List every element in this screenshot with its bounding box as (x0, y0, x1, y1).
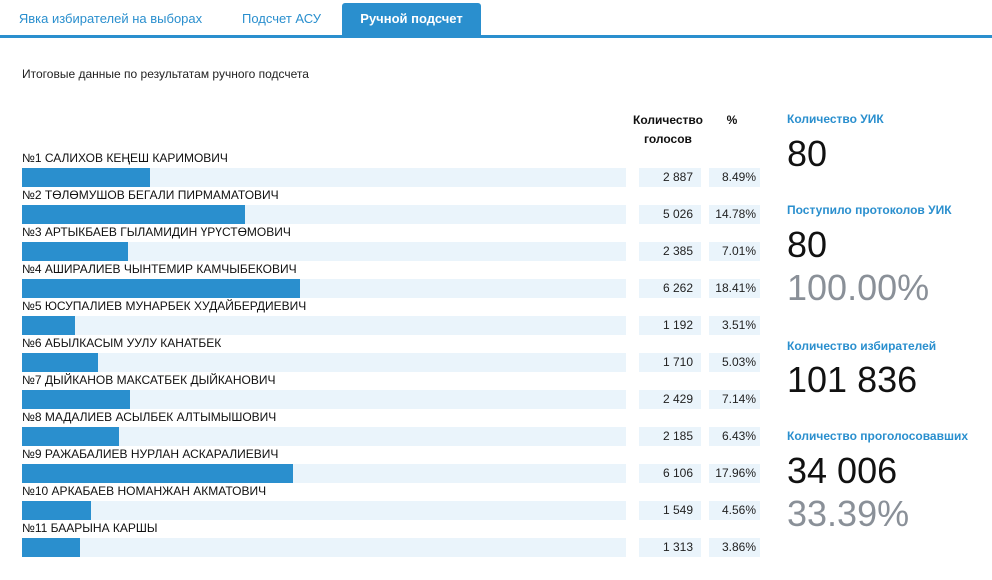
vote-bar-track (22, 501, 626, 520)
candidate-votes: 5 026 (639, 205, 701, 224)
vote-bar-fill (22, 501, 91, 520)
vote-bar-fill (22, 316, 75, 335)
candidate-row: №5 ЮСУПАЛИЕВ МУНАРБЕК ХУДАЙБЕРДИЕВИЧ 1 1… (0, 299, 770, 336)
protocols-label: Поступило протоколов УИК (787, 203, 952, 217)
candidate-row: №1 САЛИХОВ КЕҢЕШ КАРИМОВИЧ 2 887 8.49% (0, 151, 770, 188)
candidate-name: №4 АШИРАЛИЕВ ЧЫНТЕМИР КАМЧЫБЕКОВИЧ (22, 262, 297, 276)
candidate-percent: 17.96% (709, 464, 760, 483)
candidate-row: №8 МАДАЛИЕВ АСЫЛБЕК АЛТЫМЫШОВИЧ 2 185 6.… (0, 410, 770, 447)
vote-bar-track (22, 168, 626, 187)
voters-value: 101 836 (787, 359, 918, 400)
vote-bar-fill (22, 279, 300, 298)
candidate-percent: 6.43% (709, 427, 760, 446)
vote-bar-fill (22, 205, 245, 224)
candidate-votes: 6 262 (639, 279, 701, 298)
vote-bar-track (22, 464, 626, 483)
candidate-row: №11 БААРЫНА КАРШЫ 1 313 3.86% (0, 521, 770, 558)
candidate-percent: 7.14% (709, 390, 760, 409)
candidate-percent: 7.01% (709, 242, 760, 261)
candidate-name: №6 АБЫЛКАСЫМ УУЛУ КАНАТБЕК (22, 336, 222, 350)
uik-count-value: 80 (787, 133, 828, 174)
votes-header-line1: Количество (633, 113, 703, 127)
vote-bar-track (22, 242, 626, 261)
vote-bar-fill (22, 390, 130, 409)
vote-bar-track (22, 538, 626, 557)
tab-bar: Явка избирателей на выборах Подсчет АСУ … (0, 0, 992, 38)
candidate-name: №11 БААРЫНА КАРШЫ (22, 521, 158, 535)
vote-bar-fill (22, 242, 128, 261)
candidate-votes: 6 106 (639, 464, 701, 483)
vote-bar-fill (22, 427, 119, 446)
candidate-votes: 2 429 (639, 390, 701, 409)
votes-column-header: Количество голосов (628, 111, 708, 149)
candidate-percent: 3.51% (709, 316, 760, 335)
candidate-votes: 2 887 (639, 168, 701, 187)
vote-bar-fill (22, 168, 150, 187)
protocols-value: 80 (787, 224, 828, 265)
vote-bar-fill (22, 353, 98, 372)
candidate-votes: 1 549 (639, 501, 701, 520)
candidate-name: №5 ЮСУПАЛИЕВ МУНАРБЕК ХУДАЙБЕРДИЕВИЧ (22, 299, 307, 313)
candidate-votes: 2 385 (639, 242, 701, 261)
candidate-row: №9 РАЖАБАЛИЕВ НУРЛАН АСКАРАЛИЕВИЧ 6 106 … (0, 447, 770, 484)
candidate-percent: 4.56% (709, 501, 760, 520)
candidate-votes: 1 313 (639, 538, 701, 557)
candidate-name: №7 ДЫЙКАНОВ МАКСАТБЕК ДЫЙКАНОВИЧ (22, 373, 276, 387)
candidate-name: №3 АРТЫКБАЕВ ГЫЛАМИДИН ҮРҮСТӨМОВИЧ (22, 225, 291, 239)
percent-column-header: % (726, 113, 738, 127)
candidate-votes: 1 192 (639, 316, 701, 335)
candidate-row: №4 АШИРАЛИЕВ ЧЫНТЕМИР КАМЧЫБЕКОВИЧ 6 262… (0, 262, 770, 299)
vote-bar-fill (22, 538, 80, 557)
candidate-row: №10 АРКАБАЕВ НОМАНЖАН АКМАТОВИЧ 1 549 4.… (0, 484, 770, 521)
candidate-name: №1 САЛИХОВ КЕҢЕШ КАРИМОВИЧ (22, 151, 228, 165)
candidate-votes: 2 185 (639, 427, 701, 446)
vote-bar-track (22, 353, 626, 372)
vote-bar-track (22, 205, 626, 224)
vote-bar-track (22, 390, 626, 409)
candidate-percent: 3.86% (709, 538, 760, 557)
candidate-name: №10 АРКАБАЕВ НОМАНЖАН АКМАТОВИЧ (22, 484, 267, 498)
candidate-name: №2 ТӨЛӨМУШОВ БЕГАЛИ ПИРМАМАТОВИЧ (22, 188, 279, 202)
candidate-percent: 18.41% (709, 279, 760, 298)
tab-asu-count[interactable]: Подсчет АСУ (242, 11, 321, 26)
vote-bar-track (22, 279, 626, 298)
page-subtitle: Итоговые данные по результатам ручного п… (22, 67, 309, 81)
tab-turnout[interactable]: Явка избирателей на выборах (18, 11, 203, 26)
candidate-name: №9 РАЖАБАЛИЕВ НУРЛАН АСКАРАЛИЕВИЧ (22, 447, 279, 461)
candidate-percent: 8.49% (709, 168, 760, 187)
uik-count-label: Количество УИК (787, 112, 884, 126)
protocols-percent: 100.00% (787, 267, 930, 308)
candidate-votes: 1 710 (639, 353, 701, 372)
candidate-name: №8 МАДАЛИЕВ АСЫЛБЕК АЛТЫМЫШОВИЧ (22, 410, 277, 424)
candidate-row: №2 ТӨЛӨМУШОВ БЕГАЛИ ПИРМАМАТОВИЧ 5 026 1… (0, 188, 770, 225)
candidate-row: №6 АБЫЛКАСЫМ УУЛУ КАНАТБЕК 1 710 5.03% (0, 336, 770, 373)
vote-bar-fill (22, 464, 293, 483)
voted-label: Количество проголосовавших (787, 429, 969, 443)
vote-bar-track (22, 427, 626, 446)
vote-bar-track (22, 316, 626, 335)
voters-label: Количество избирателей (787, 339, 937, 353)
tab-manual-count[interactable]: Ручной подсчет (342, 3, 481, 35)
candidate-row: №3 АРТЫКБАЕВ ГЫЛАМИДИН ҮРҮСТӨМОВИЧ 2 385… (0, 225, 770, 262)
candidate-percent: 14.78% (709, 205, 760, 224)
voted-value: 34 006 (787, 450, 898, 491)
voted-percent: 33.39% (787, 493, 910, 534)
candidate-row: №7 ДЫЙКАНОВ МАКСАТБЕК ДЫЙКАНОВИЧ 2 429 7… (0, 373, 770, 410)
candidate-percent: 5.03% (709, 353, 760, 372)
votes-header-line2: голосов (644, 132, 692, 146)
